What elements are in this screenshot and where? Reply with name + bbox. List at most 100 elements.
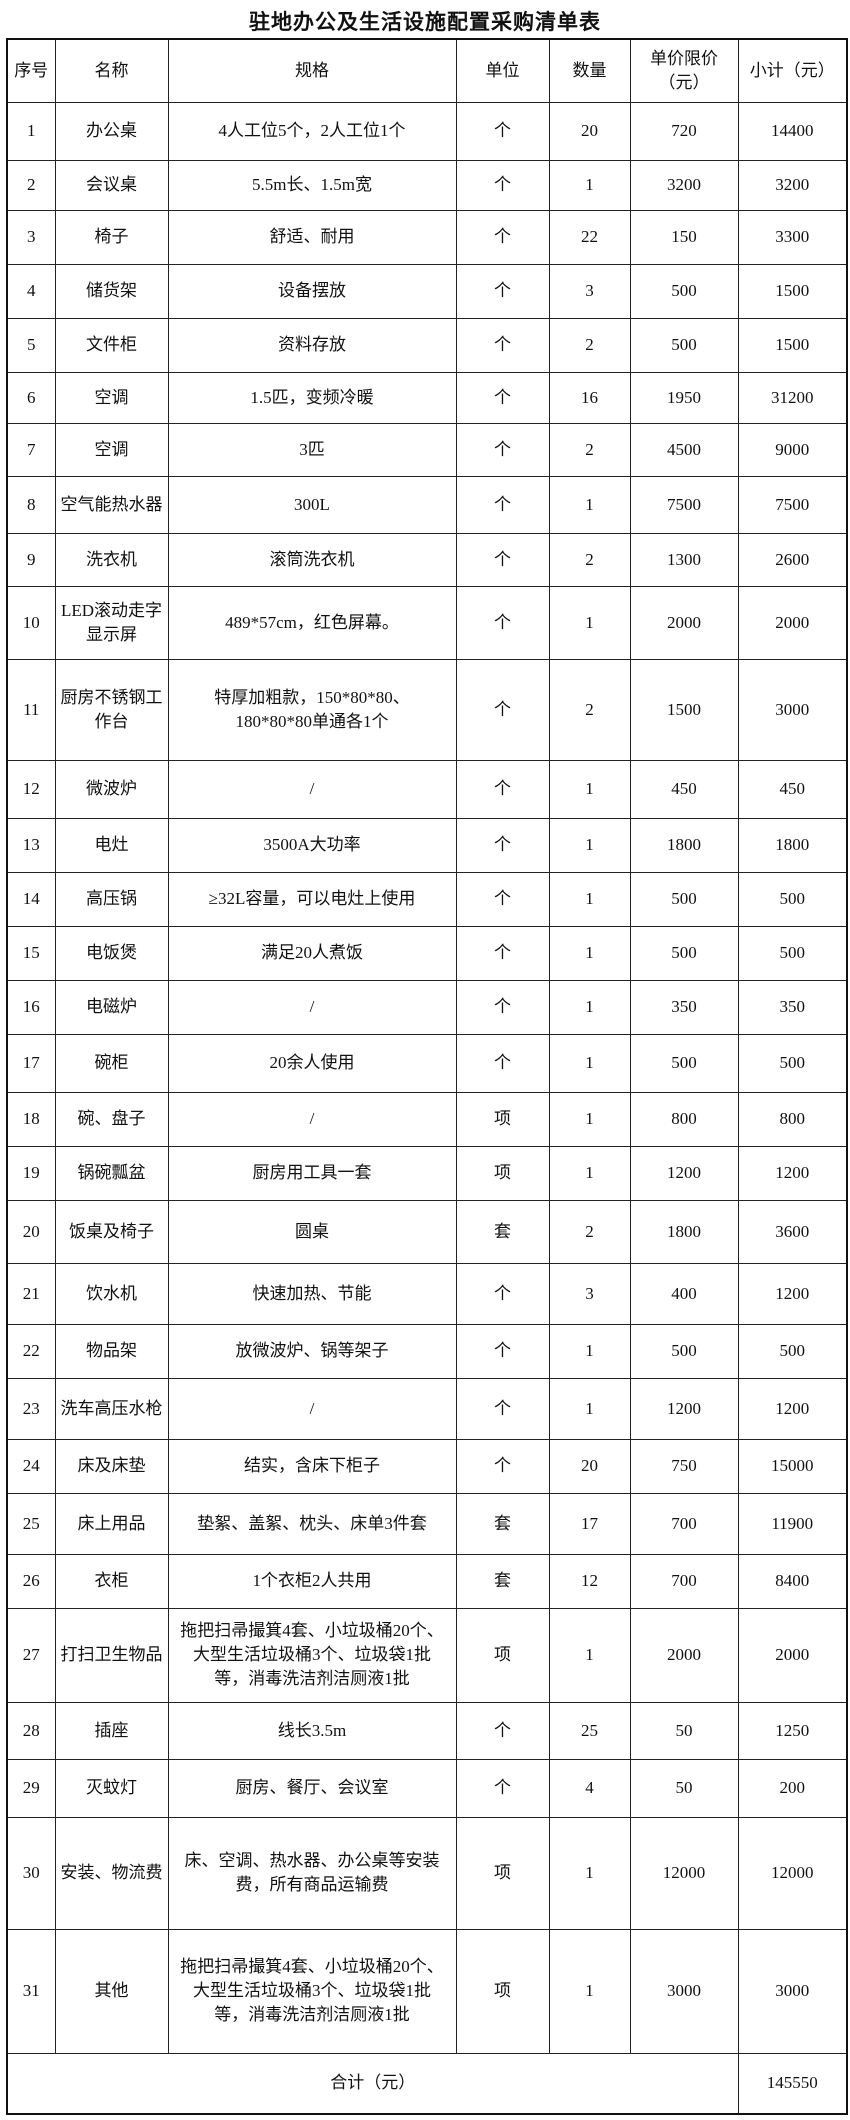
header-col-spec: 规格	[167, 38, 457, 103]
table-row: 5 文件柜 资料存放个 2 500 1500	[6, 317, 848, 373]
cell-index: 5	[6, 317, 56, 373]
table-row: 21 饮水机 快速加热、节能个 3 400 1200	[6, 1262, 848, 1325]
total-row: 合计（元） 145550	[6, 2052, 848, 2115]
table-row: 27 打扫卫生物品 拖把扫帚撮箕4套、小垃圾桶20个、大型生活垃圾桶3个、垃圾袋1批…	[6, 1607, 848, 1703]
cell-qty: 1	[548, 925, 631, 981]
cell-unit-price: 1950	[629, 371, 739, 424]
cell-index: 4	[6, 263, 56, 319]
cell-qty: 1	[548, 1091, 631, 1147]
table-row: 12 微波炉 / 个 1 450 450	[6, 759, 848, 819]
cell-unit: 套	[455, 1553, 550, 1609]
cell-subtotal: 14400	[737, 101, 848, 161]
cell-qty: 17	[548, 1492, 631, 1555]
cell-qty: 1	[548, 1033, 631, 1093]
cell-qty: 3	[548, 263, 631, 319]
cell-index: 24	[6, 1438, 56, 1494]
cell-subtotal: 500	[737, 1033, 848, 1093]
cell-name: 锅碗瓢盆	[54, 1145, 169, 1201]
cell-spec: 滚筒洗衣机	[167, 532, 457, 587]
cell-spec: 资料存放	[167, 317, 457, 373]
cell-unit: 个	[455, 317, 550, 373]
cell-unit-price: 4500	[629, 422, 739, 477]
table-row: 15 电饭煲 满足20人煮饭个 1 500 500	[6, 925, 848, 981]
cell-unit: 个	[455, 1758, 550, 1818]
cell-spec: 489*57cm，红色屏幕。	[167, 585, 457, 660]
cell-name: 灭蚊灯	[54, 1758, 169, 1818]
cell-name: 高压锅	[54, 871, 169, 927]
cell-name: 洗衣机	[54, 532, 169, 587]
cell-subtotal: 500	[737, 1323, 848, 1379]
cell-subtotal: 8400	[737, 1553, 848, 1609]
cell-unit-price: 1200	[629, 1377, 739, 1440]
procurement-table: 序号 名称 规格 单位 数量 单价限价（元） 小计（元） 1 办公桌 4人工位5个，2人工位1个…	[6, 38, 848, 2115]
cell-unit: 个	[455, 658, 550, 761]
cell-unit: 个	[455, 1377, 550, 1440]
cell-unit: 个	[455, 925, 550, 981]
cell-unit: 项	[455, 1607, 550, 1703]
cell-unit-price: 750	[629, 1438, 739, 1494]
cell-unit: 个	[455, 759, 550, 819]
cell-name: 碗柜	[54, 1033, 169, 1093]
cell-name: 微波炉	[54, 759, 169, 819]
cell-name: 办公桌	[54, 101, 169, 161]
cell-index: 1	[6, 101, 56, 161]
cell-qty: 20	[548, 101, 631, 161]
cell-name: 床及床垫	[54, 1438, 169, 1494]
table-header-row: 序号 名称 规格 单位 数量 单价限价（元） 小计（元）	[6, 38, 848, 103]
cell-unit-price: 500	[629, 1033, 739, 1093]
cell-unit-price: 700	[629, 1492, 739, 1555]
cell-name: 电灶	[54, 817, 169, 873]
cell-qty: 2	[548, 1199, 631, 1264]
cell-subtotal: 1250	[737, 1701, 848, 1760]
cell-qty: 1	[548, 1607, 631, 1703]
cell-unit-price: 450	[629, 759, 739, 819]
cell-name: LED滚动走字显示屏	[54, 585, 169, 660]
cell-qty: 2	[548, 532, 631, 587]
cell-index: 22	[6, 1323, 56, 1379]
cell-qty: 1	[548, 585, 631, 660]
table-row: 24 床及床垫 结实，含床下柜子个 20 750 15000	[6, 1438, 848, 1494]
cell-qty: 1	[548, 817, 631, 873]
table-row: 20 饭桌及椅子 圆桌套 2 1800 3600	[6, 1199, 848, 1264]
cell-unit: 项	[455, 1145, 550, 1201]
cell-unit-price: 500	[629, 263, 739, 319]
cell-qty: 1	[548, 871, 631, 927]
table-row: 19 锅碗瓢盆 厨房用工具一套项 1 1200 1200	[6, 1145, 848, 1201]
cell-qty: 2	[548, 422, 631, 477]
cell-spec: 垫絮、盖絮、枕头、床单3件套	[167, 1492, 457, 1555]
cell-unit: 套	[455, 1199, 550, 1264]
cell-spec: 4人工位5个，2人工位1个	[167, 101, 457, 161]
cell-subtotal: 3000	[737, 1928, 848, 2054]
cell-index: 19	[6, 1145, 56, 1201]
cell-subtotal: 450	[737, 759, 848, 819]
header-col-index: 序号	[6, 38, 56, 103]
cell-unit-price: 500	[629, 317, 739, 373]
cell-spec: /	[167, 1377, 457, 1440]
cell-unit: 套	[455, 1492, 550, 1555]
table-row: 4 储货架 设备摆放个 3 500 1500	[6, 263, 848, 319]
cell-unit-price: 500	[629, 1323, 739, 1379]
cell-name: 碗、盘子	[54, 1091, 169, 1147]
cell-spec: 3匹	[167, 422, 457, 477]
cell-unit-price: 350	[629, 979, 739, 1035]
cell-unit-price: 3000	[629, 1928, 739, 2054]
cell-subtotal: 15000	[737, 1438, 848, 1494]
cell-name: 电饭煲	[54, 925, 169, 981]
table-row: 30 安装、物流费 床、空调、热水器、办公桌等安装费，所有商品运输费项 1 12000 1…	[6, 1816, 848, 1930]
page-title: 驻地办公及生活设施配置采购清单表	[249, 10, 601, 34]
cell-subtotal: 500	[737, 871, 848, 927]
cell-unit-price: 2000	[629, 585, 739, 660]
table-row: 16 电磁炉 / 个 1 350 350	[6, 979, 848, 1035]
table-row: 6 空调 1.5匹，变频冷暖个 16 1950 31200	[6, 371, 848, 424]
cell-name: 厨房不锈钢工作台	[54, 658, 169, 761]
cell-subtotal: 350	[737, 979, 848, 1035]
cell-subtotal: 2000	[737, 585, 848, 660]
table-row: 23 洗车高压水枪 / 个 1 1200 1200	[6, 1377, 848, 1440]
cell-spec: 结实，含床下柜子	[167, 1438, 457, 1494]
cell-subtotal: 9000	[737, 422, 848, 477]
cell-unit-price: 1500	[629, 658, 739, 761]
cell-index: 26	[6, 1553, 56, 1609]
cell-unit-price: 1800	[629, 817, 739, 873]
header-col-unit-price: 单价限价（元）	[629, 38, 739, 103]
cell-subtotal: 3600	[737, 1199, 848, 1264]
